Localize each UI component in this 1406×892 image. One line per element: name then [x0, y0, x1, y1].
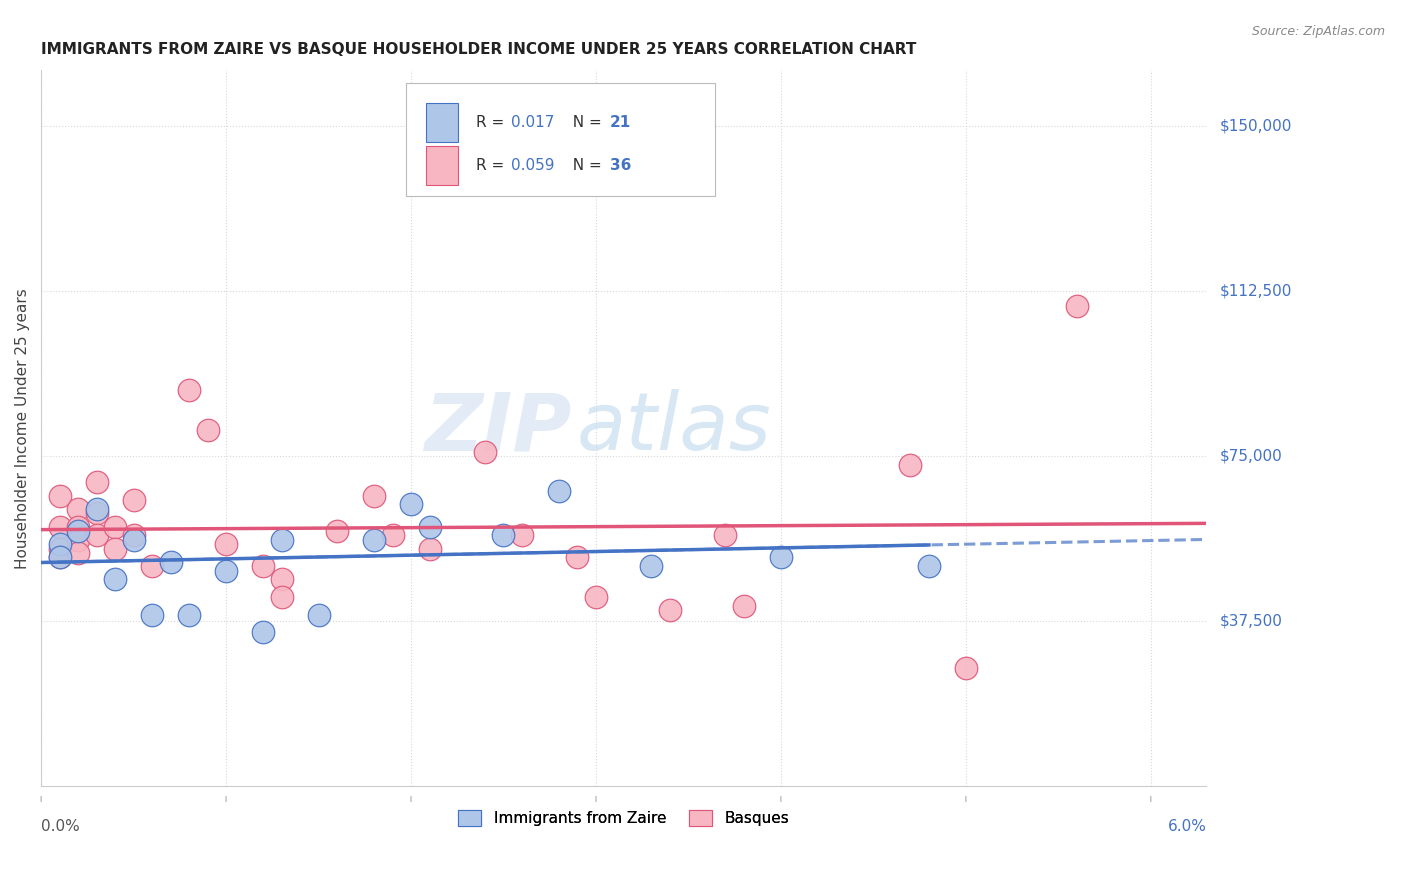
Point [197, 423, 219, 437]
Point [418, 519, 440, 533]
Point [48, 541, 70, 556]
Point [67, 533, 90, 547]
Point [67, 519, 90, 533]
Point [104, 573, 127, 587]
Point [363, 533, 385, 547]
Point [363, 489, 385, 503]
Point [640, 559, 662, 574]
Point [399, 498, 422, 512]
Point [122, 493, 145, 508]
Point [215, 564, 238, 578]
Point [381, 528, 404, 542]
Point [104, 541, 127, 556]
Text: 0.0%: 0.0% [41, 819, 80, 834]
Point [86, 475, 108, 490]
Text: ZIP: ZIP [423, 390, 571, 467]
Point [585, 590, 607, 604]
Text: 0.017: 0.017 [510, 115, 554, 130]
Point [48, 537, 70, 551]
Point [955, 660, 977, 674]
Point [141, 607, 163, 622]
Point [252, 559, 274, 574]
Point [177, 607, 200, 622]
Text: $112,500: $112,500 [1220, 284, 1292, 298]
Point [86, 506, 108, 520]
Point [326, 524, 349, 538]
Point [67, 524, 90, 538]
Point [769, 550, 792, 565]
Point [86, 501, 108, 516]
Point [270, 590, 292, 604]
Point [474, 444, 496, 458]
Point [270, 533, 292, 547]
Legend: Immigrants from Zaire, Basques: Immigrants from Zaire, Basques [453, 805, 794, 832]
FancyBboxPatch shape [426, 146, 458, 186]
Point [548, 484, 571, 499]
Point [492, 528, 515, 542]
Point [48, 519, 70, 533]
Text: 6.0%: 6.0% [1167, 819, 1206, 834]
Point [86, 528, 108, 542]
Text: R =: R = [475, 115, 509, 130]
Point [215, 537, 238, 551]
Text: $75,000: $75,000 [1220, 449, 1282, 464]
Text: R =: R = [475, 158, 509, 173]
Text: N =: N = [564, 158, 607, 173]
FancyBboxPatch shape [426, 103, 458, 143]
Point [177, 383, 200, 397]
Text: $37,500: $37,500 [1220, 614, 1284, 629]
Y-axis label: Householder Income Under 25 years: Householder Income Under 25 years [15, 288, 30, 569]
FancyBboxPatch shape [406, 83, 714, 195]
Point [48, 550, 70, 565]
Point [67, 546, 90, 560]
Point [48, 550, 70, 565]
Point [159, 555, 181, 569]
Point [252, 625, 274, 640]
Point [733, 599, 755, 613]
Point [714, 528, 737, 542]
Point [104, 519, 127, 533]
Point [122, 528, 145, 542]
Point [67, 501, 90, 516]
Text: IMMIGRANTS FROM ZAIRE VS BASQUE HOUSEHOLDER INCOME UNDER 25 YEARS CORRELATION CH: IMMIGRANTS FROM ZAIRE VS BASQUE HOUSEHOL… [41, 42, 917, 57]
Point [308, 607, 330, 622]
Point [48, 489, 70, 503]
Text: $150,000: $150,000 [1220, 118, 1292, 133]
Text: 36: 36 [610, 158, 631, 173]
Text: atlas: atlas [576, 390, 772, 467]
Point [141, 559, 163, 574]
Text: 0.059: 0.059 [510, 158, 554, 173]
Point [122, 533, 145, 547]
Point [658, 603, 681, 617]
Point [510, 528, 533, 542]
Point [567, 550, 589, 565]
Point [918, 559, 941, 574]
Text: 21: 21 [610, 115, 631, 130]
Text: N =: N = [564, 115, 607, 130]
Point [1066, 299, 1088, 313]
Point [900, 458, 922, 472]
Text: Source: ZipAtlas.com: Source: ZipAtlas.com [1251, 25, 1385, 38]
Point [270, 573, 292, 587]
Point [418, 541, 440, 556]
